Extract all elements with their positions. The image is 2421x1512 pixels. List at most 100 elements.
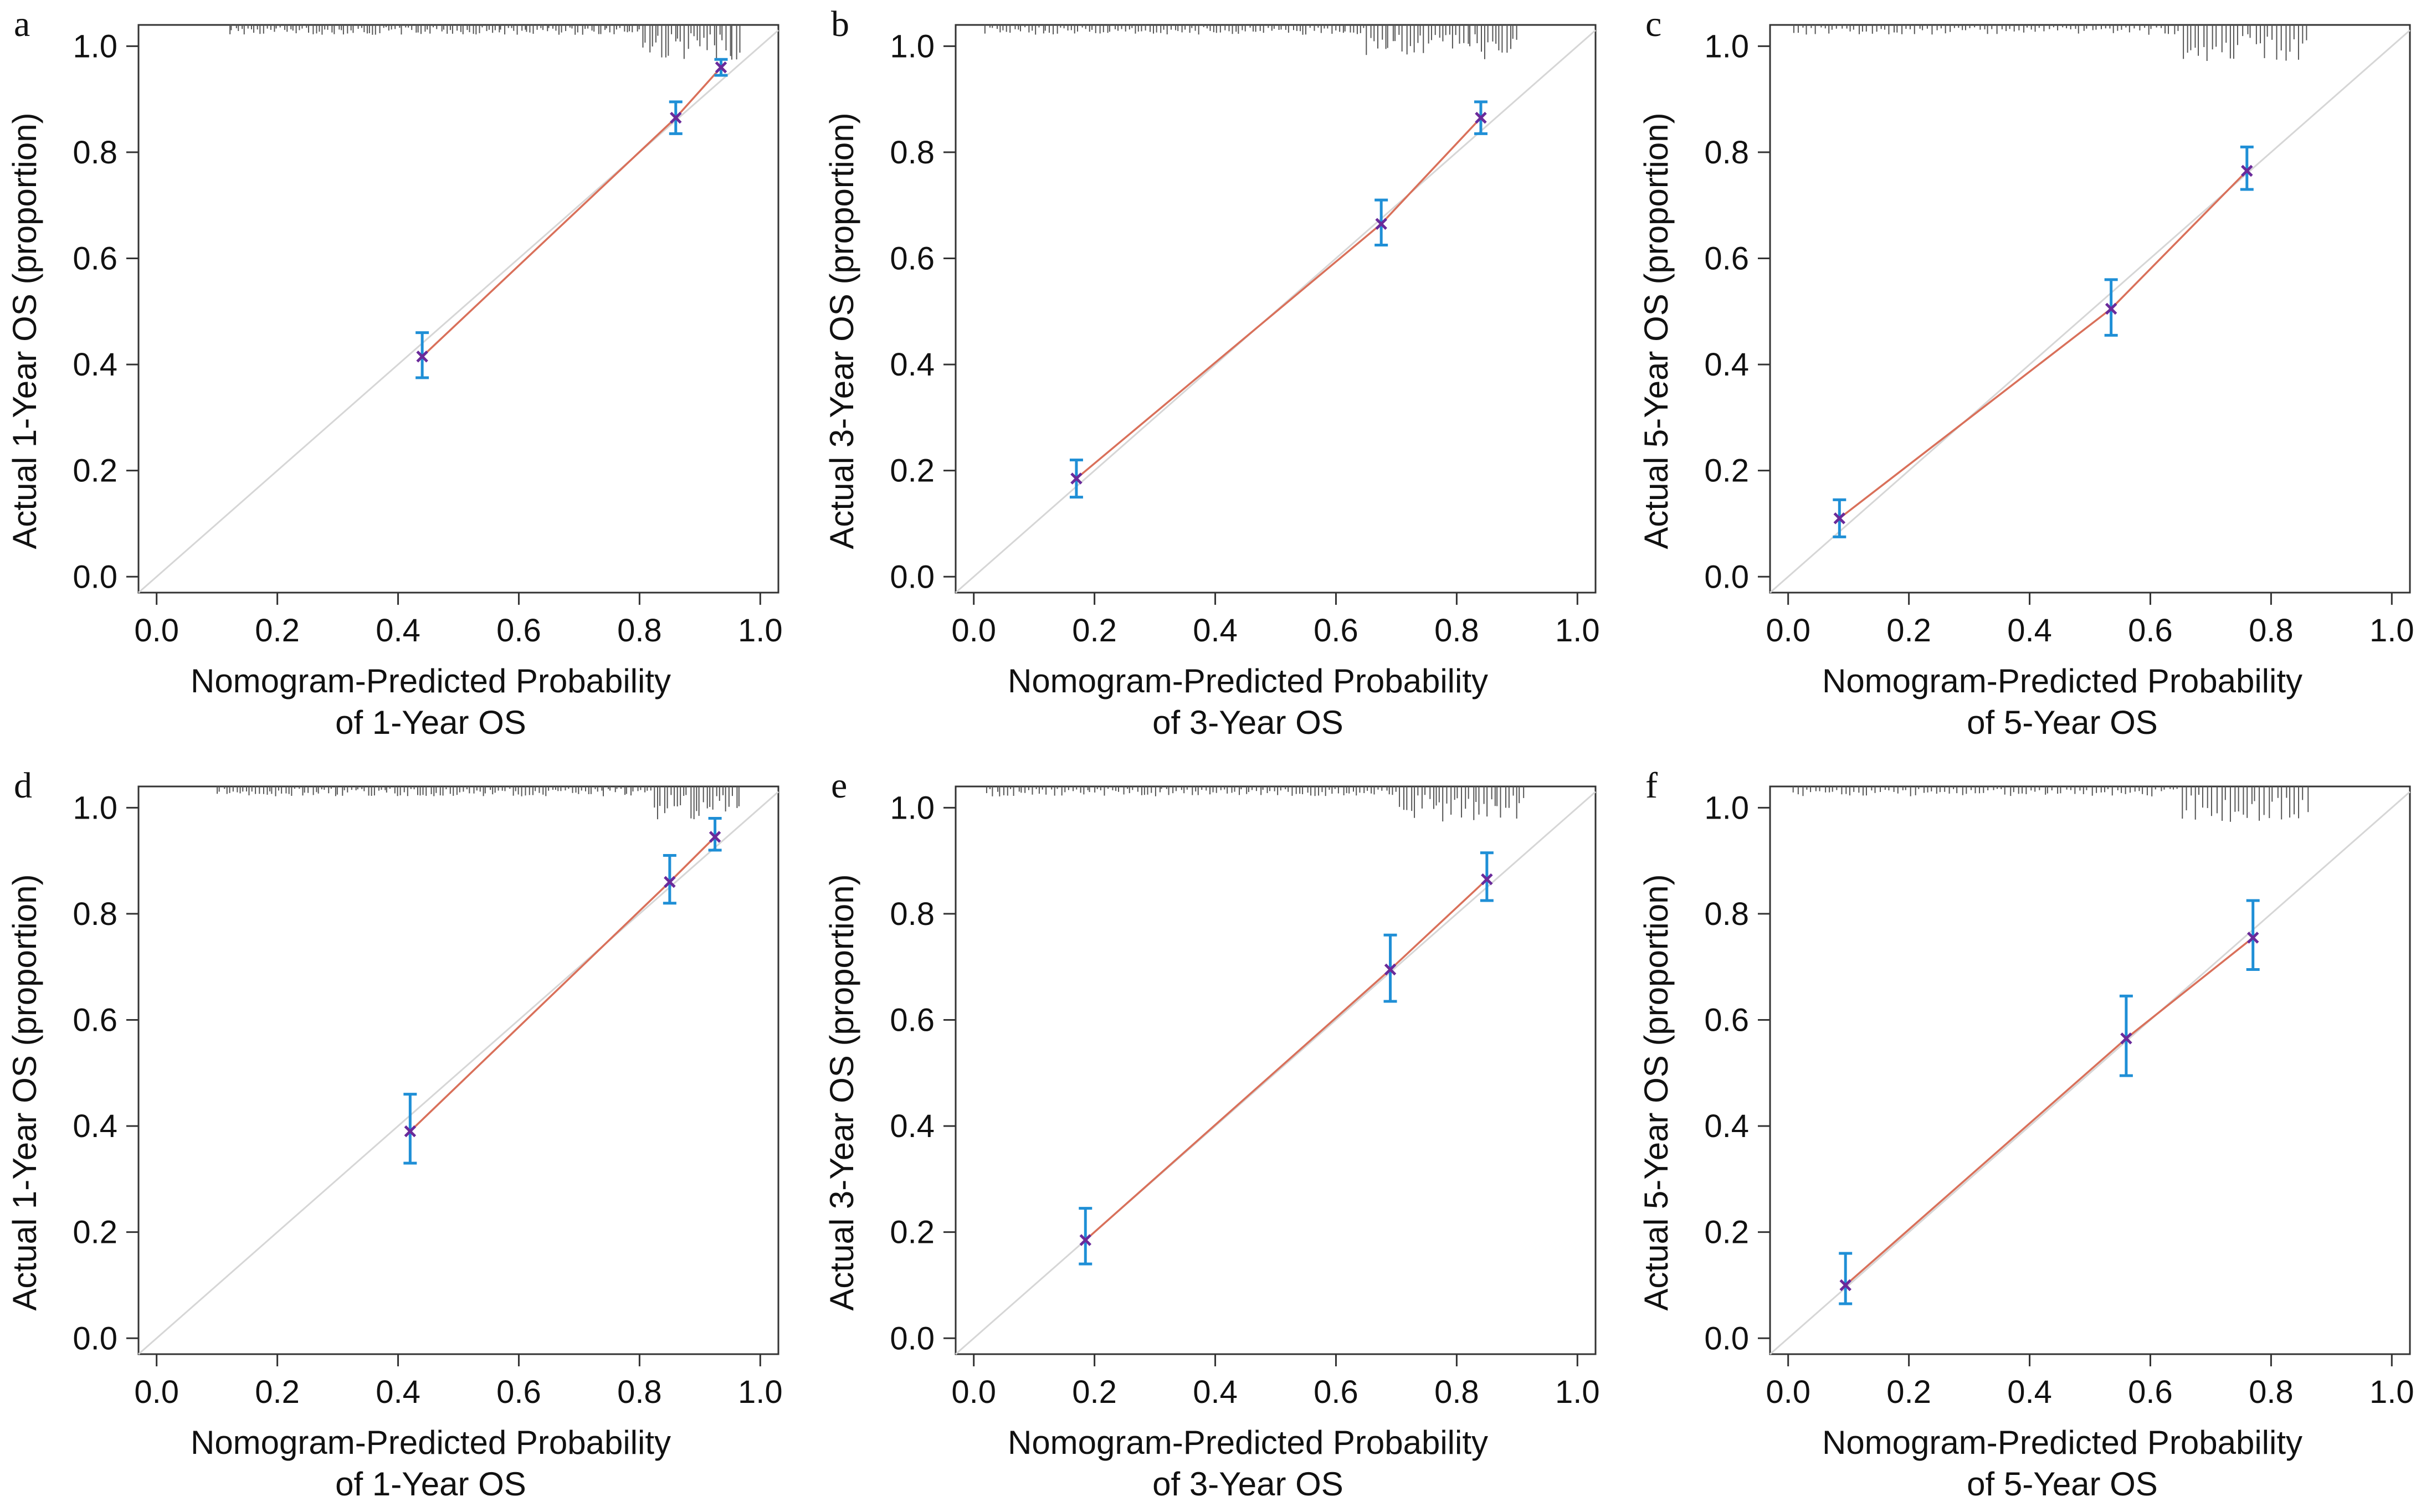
x-tick-label: 0.6 [1314,613,1358,649]
plot-frame [137,24,779,594]
panel-letter: b [831,4,849,44]
x-axis-title-line1: Nomogram-Predicted Probability [1008,662,1488,700]
data-point-stroke [404,1125,417,1138]
calibration-line [1839,170,2248,520]
data-point-stroke [1070,472,1083,485]
panel-b: b 0.0 0.2 0.4 0.6 0.8 1.0 0.0 0.2 0.4 0.6 0.8 1.0 Nom… [823,4,1600,741]
calibration-line [1075,117,1482,480]
y-tick-label: 0.4 [73,347,117,383]
data-point-stroke [1481,873,1493,886]
x-tick-label: 0.0 [1766,613,1810,649]
plot-frame [955,24,1597,594]
panel-letter: a [14,4,30,44]
x-tick-label: 1.0 [1555,613,1600,649]
y-tick-label: 0.4 [73,1108,117,1144]
data-point [1833,512,1846,524]
x-axis-title-line1: Nomogram-Predicted Probability [1822,662,2302,700]
data-point-stroke [2246,932,2259,944]
x-tick-label: 0.4 [1193,613,1238,649]
y-tick-label: 0.8 [890,135,935,171]
y-tick-label: 0.8 [73,135,117,171]
data-point-stroke [664,876,676,888]
x-tick-label: 0.4 [376,1374,420,1410]
data-point-stroke [1833,512,1846,524]
y-tick-label: 0.2 [890,453,935,489]
y-tick-label: 0.6 [890,240,935,276]
panel-letter: e [831,765,847,806]
data-point-stroke [2241,164,2253,177]
y-tick-label: 0.2 [1704,1215,1749,1251]
y-tick-label: 0.2 [73,453,117,489]
y-tick-label: 0.0 [1704,1320,1749,1356]
y-tick-label: 0.8 [1704,896,1749,932]
data-point [1079,1234,1092,1246]
data-point-stroke [1384,963,1397,976]
ideal-line [1769,29,2410,594]
plot-frame [137,785,779,1355]
data-point [2120,1032,2132,1045]
ideal-line [138,791,779,1355]
x-axis-title-line1: Nomogram-Predicted Probability [1822,1424,2302,1461]
data-point-stroke [2120,1032,2132,1045]
data-point [1375,218,1387,230]
data-point-stroke [1839,1279,1851,1292]
data-point-stroke [416,350,428,363]
x-tick-label: 0.6 [496,1374,541,1410]
x-tick-label: 1.0 [2369,1374,2414,1410]
y-tick-label: 0.4 [1704,1108,1749,1144]
x-tick-label: 0.0 [134,1374,179,1410]
x-tick-label: 0.4 [2007,1374,2052,1410]
x-tick-label: 1.0 [738,613,783,649]
data-point [669,111,682,124]
x-axis-title-line2: of 5-Year OS [1967,704,2158,741]
x-tick-label: 0.8 [2249,613,2294,649]
y-tick-label: 0.2 [1704,453,1749,489]
plot-frame [1769,785,2411,1355]
x-tick-label: 0.6 [2128,613,2173,649]
x-tick-label: 0.2 [1072,613,1117,649]
x-tick-label: 0.4 [2007,613,2052,649]
data-point [715,61,727,74]
y-tick-label: 0.0 [73,1320,117,1356]
y-tick-label: 0.8 [73,896,117,932]
x-tick-label: 0.2 [1886,1374,1931,1410]
calibration-line [1085,878,1488,1241]
x-tick-label: 0.6 [496,613,541,649]
x-tick-label: 0.0 [134,613,179,649]
x-axis-title-line1: Nomogram-Predicted Probability [191,662,671,700]
plot-frame [955,785,1597,1355]
y-tick-label: 0.0 [73,559,117,595]
x-tick-label: 0.6 [1314,1374,1358,1410]
y-tick-label: 1.0 [73,790,117,826]
y-tick-label: 1.0 [1704,28,1749,64]
x-axis-title-line1: Nomogram-Predicted Probability [1008,1424,1488,1461]
ideal-line [138,29,779,594]
x-axis-title-line1: Nomogram-Predicted Probability [191,1424,671,1461]
data-point [709,831,721,843]
data-point [1475,111,1487,124]
x-tick-label: 0.6 [2128,1374,2173,1410]
data-point [416,350,428,363]
data-point [2246,932,2259,944]
data-point-stroke [2105,302,2117,315]
x-tick-label: 0.2 [255,613,300,649]
y-axis-title: Actual 1-Year OS (proportion) [6,874,43,1310]
x-tick-label: 0.0 [951,1374,996,1410]
panel-letter: d [14,765,32,806]
x-tick-label: 0.8 [617,1374,662,1410]
panel-f: f 0.0 0.2 0.4 0.6 0.8 1.0 0.0 0.2 0.4 0.6 0.8 1.0 Nom… [1638,765,2414,1503]
y-axis-title: Actual 1-Year OS (proportion) [6,112,43,549]
y-tick-label: 0.6 [1704,240,1749,276]
y-tick-label: 0.8 [1704,135,1749,171]
data-point [1839,1279,1851,1292]
x-axis-title-line2: of 5-Year OS [1967,1465,2158,1503]
y-tick-label: 1.0 [1704,790,1749,826]
panel-a: a 0.0 0.2 0.4 0.6 0.8 1.0 0.0 0.2 0.4 0.6 0.8 1.0 Nom… [6,4,783,741]
panel-c: c 0.0 0.2 0.4 0.6 0.8 1.0 0.0 0.2 0.4 0.6 0.8 1.0 Nom… [1638,4,2414,741]
x-tick-label: 1.0 [2369,613,2414,649]
data-point [664,876,676,888]
y-tick-label: 0.8 [890,896,935,932]
data-point-stroke [669,111,682,124]
data-point-stroke [709,831,721,843]
